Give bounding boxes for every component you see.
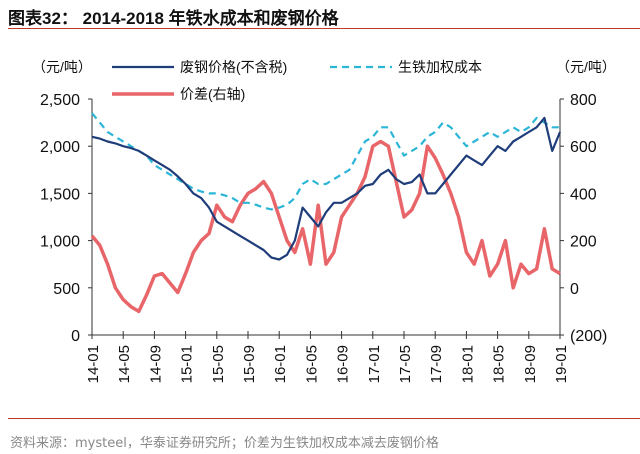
right-tick-label: (200) xyxy=(570,328,607,345)
x-tick-label: 18-01 xyxy=(459,345,476,383)
x-tick-label: 19-01 xyxy=(553,345,570,383)
x-tick-label: 17-09 xyxy=(428,345,445,383)
x-tick-label: 16-09 xyxy=(335,345,352,383)
series-line-2 xyxy=(90,139,561,314)
x-tick-label: 18-05 xyxy=(491,345,508,383)
x-tick-label: 14-01 xyxy=(85,345,102,383)
left-tick-label: 1,000 xyxy=(40,234,80,251)
x-tick-label: 15-05 xyxy=(210,345,227,383)
title-divider xyxy=(8,28,640,29)
right-tick-label: 600 xyxy=(570,139,597,156)
series-line-1 xyxy=(91,112,560,211)
x-tick-label: 14-09 xyxy=(147,345,164,383)
right-unit-label: （元/吨） xyxy=(556,59,616,75)
source-note: 资料来源：mysteel，华泰证券研究所；价差为生铁加权成本减去废钢价格 xyxy=(10,436,439,451)
chart-title: 图表32： 2014-2018 年铁水成本和废钢价格 xyxy=(8,9,339,28)
x-tick-label: 17-01 xyxy=(366,345,383,383)
x-tick-label: 18-09 xyxy=(522,345,539,383)
legend-label-0: 废钢价格(不含税) xyxy=(180,59,287,75)
legend-label-1: 生铁加权成本 xyxy=(398,59,482,75)
series-line-0 xyxy=(91,116,562,261)
left-tick-label: 500 xyxy=(53,281,80,298)
left-tick-label: 2,000 xyxy=(40,139,80,156)
left-tick-label: 1,500 xyxy=(40,186,80,203)
left-tick-label: 0 xyxy=(71,328,80,345)
x-tick-label: 15-01 xyxy=(179,345,196,383)
right-tick-label: 400 xyxy=(570,186,597,203)
legend-label-2: 价差(右轴) xyxy=(180,86,245,102)
right-tick-label: 0 xyxy=(570,281,579,298)
right-tick-label: 200 xyxy=(570,234,597,251)
x-tick-label: 14-05 xyxy=(116,345,133,383)
source-divider xyxy=(8,418,640,419)
x-tick-label: 15-09 xyxy=(241,345,258,383)
left-tick-label: 2,500 xyxy=(40,92,80,109)
x-tick-label: 16-01 xyxy=(272,345,289,383)
left-unit-label: （元/吨） xyxy=(32,59,92,75)
right-tick-label: 800 xyxy=(570,92,597,109)
x-tick-label: 17-05 xyxy=(397,345,414,383)
x-tick-label: 16-05 xyxy=(303,345,320,383)
